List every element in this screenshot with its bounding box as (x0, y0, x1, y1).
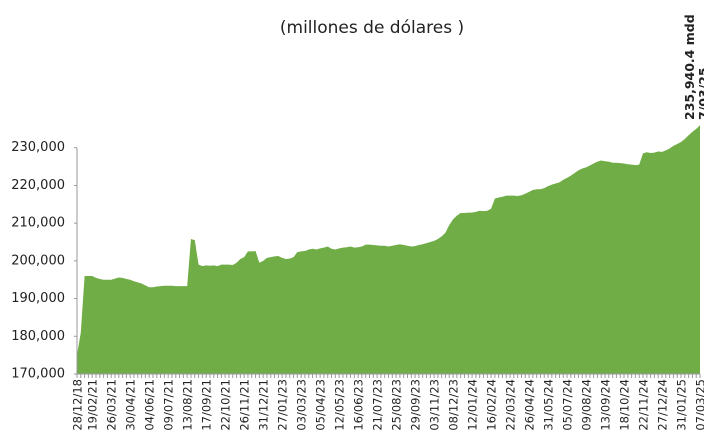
x-tick-label: 22/10/21 (219, 379, 233, 431)
x-tick-label: 03/03/23 (295, 379, 309, 431)
x-tick-label: 22/11/24 (637, 379, 651, 431)
x-tick-label: 13/08/21 (181, 379, 195, 431)
x-tick-label: 30/04/21 (124, 379, 138, 431)
x-tick-label: 04/06/21 (143, 379, 157, 431)
x-tick-label: 27/01/23 (276, 379, 290, 431)
y-tick-label: 180,000 (11, 329, 65, 344)
x-tick-label: 29/09/23 (409, 379, 423, 431)
chart-title: (millones de dólares ) (280, 18, 464, 38)
x-tick-label: 18/10/24 (618, 379, 632, 431)
y-tick-label: 200,000 (11, 253, 65, 268)
x-tick-label: 25/08/23 (390, 379, 404, 431)
x-tick-label: 22/03/24 (504, 379, 518, 431)
x-tick-label: 31/12/21 (257, 379, 271, 431)
x-tick-label: 19/02/21 (86, 379, 100, 431)
x-tick-label: 27/12/24 (656, 379, 670, 431)
x-tick-label: 21/07/23 (371, 379, 385, 431)
x-tick-label: 07/03/25 (694, 379, 704, 431)
x-tick-label: 31/01/25 (675, 379, 689, 431)
x-tick-label: 12/01/24 (466, 379, 480, 431)
y-tick-label: 230,000 (11, 140, 65, 155)
x-tick-label: 05/07/24 (561, 379, 575, 431)
y-tick-label: 170,000 (11, 367, 65, 382)
annotation: 235,940.4 mdd (682, 14, 697, 120)
x-tick-label: 03/11/23 (428, 379, 442, 431)
y-tick-label: 220,000 (11, 178, 65, 193)
x-tick-label: 26/03/21 (105, 379, 119, 431)
x-tick-label: 17/09/21 (200, 379, 214, 431)
y-tick-label: 210,000 (11, 216, 65, 231)
x-tick-label: 08/12/23 (447, 379, 461, 431)
x-tick-label: 16/02/24 (485, 379, 499, 431)
y-tick-label: 190,000 (11, 291, 65, 306)
x-tick-label: 09/07/21 (162, 379, 176, 431)
x-tick-label: 16/06/23 (352, 379, 366, 431)
x-tick-label: 28/12/18 (71, 379, 85, 431)
x-tick-label: 31/05/24 (542, 379, 556, 431)
x-tick-label: 26/04/24 (523, 379, 537, 431)
x-tick-label: 12/05/23 (333, 379, 347, 431)
area (77, 125, 700, 375)
annotation: 7/03/25 (696, 67, 704, 120)
x-tick-label: 05/04/23 (314, 379, 328, 431)
x-tick-label: 09/08/24 (580, 379, 594, 431)
x-tick-label: 26/11/21 (238, 379, 252, 431)
x-tick-label: 13/09/24 (599, 379, 613, 431)
